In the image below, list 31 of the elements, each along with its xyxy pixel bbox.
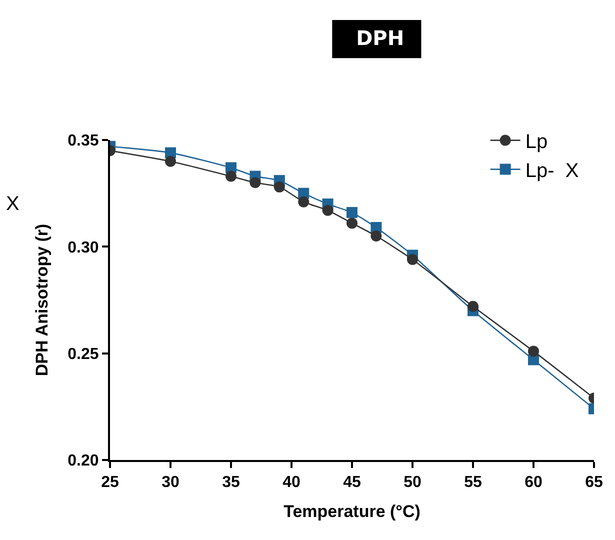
point xyxy=(370,230,382,242)
y-tick-label: 0.30 xyxy=(68,239,99,256)
y-tick-label: 0.25 xyxy=(68,346,99,363)
x-tick-label: 25 xyxy=(101,474,119,492)
legend-label: Lp xyxy=(525,131,548,154)
x-tick-label: 65 xyxy=(585,474,603,492)
x-axis-title: Temperature (°C) xyxy=(284,502,420,522)
x-tick-label: 40 xyxy=(282,474,300,492)
x-tick-label: 60 xyxy=(524,474,542,492)
point xyxy=(250,177,261,188)
x-tick-label: 35 xyxy=(222,474,240,492)
legend-label: Lp- X xyxy=(525,160,579,182)
point xyxy=(407,254,418,265)
point xyxy=(528,346,539,357)
y-tick-label: 0.35 xyxy=(68,132,99,150)
point xyxy=(346,218,358,229)
point xyxy=(322,204,334,216)
point xyxy=(468,300,478,312)
point xyxy=(274,181,285,192)
y-tick-label: 0.20 xyxy=(68,452,99,470)
y-axis-title: DPH Anisotropy (r) xyxy=(32,224,52,376)
point xyxy=(165,156,176,167)
text: X xyxy=(6,193,20,215)
x-tick-label: 55 xyxy=(464,474,482,492)
x-tick-label: 50 xyxy=(404,474,422,492)
point xyxy=(226,170,236,182)
x-tick-label: 30 xyxy=(162,474,180,492)
point xyxy=(346,207,358,218)
point xyxy=(298,196,310,208)
chart-title: DPH xyxy=(356,26,404,50)
x-tick-label: 45 xyxy=(343,474,361,492)
